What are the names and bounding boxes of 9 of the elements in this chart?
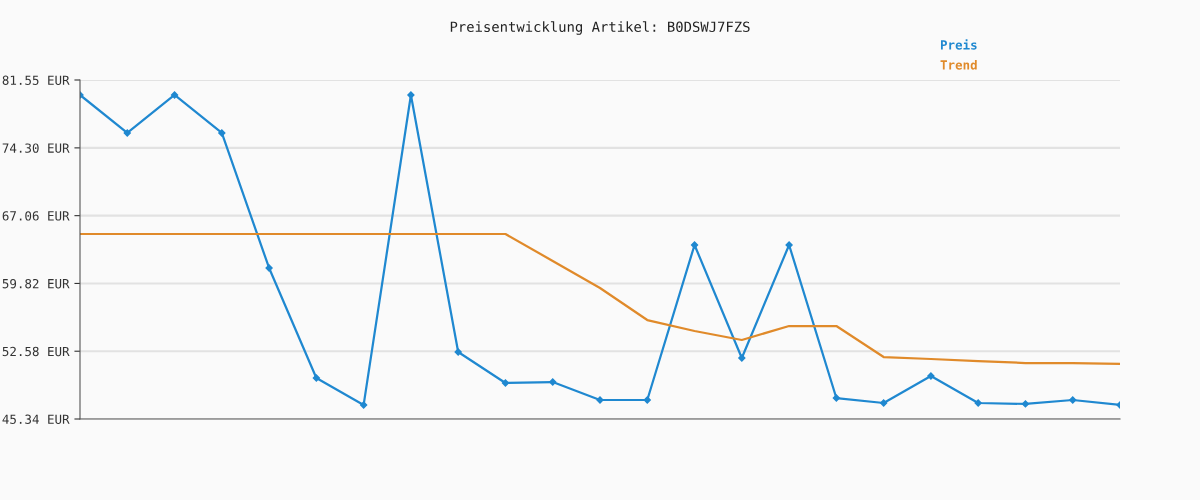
y-tick-label: 81.55 EUR [2,75,70,85]
y-tick-label: 74.30 EUR [2,143,70,153]
text: Trend [940,59,977,70]
chart-title: Preisentwicklung Artikel: B0DSWJ7FZS [450,21,750,35]
y-tick-label: 67.06 EUR [2,211,70,221]
y-tick-label: 52.58 EUR [2,346,70,357]
y-tick-label: 59.82 EUR [2,278,70,289]
y-tick-label: 45.34 EUR [2,414,70,424]
text: Preis [940,39,977,50]
